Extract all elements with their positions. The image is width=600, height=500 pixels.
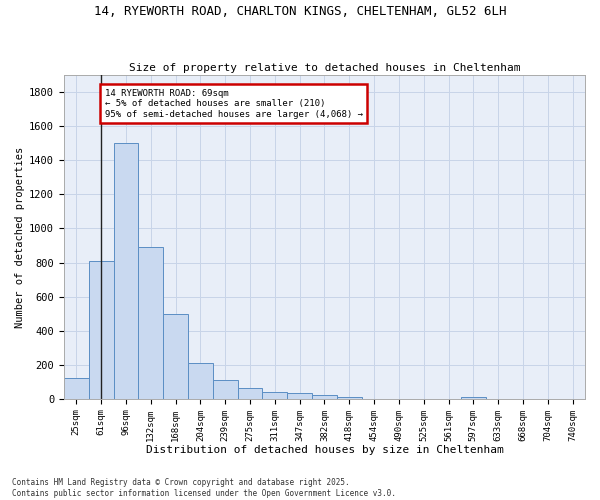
Bar (188, 363, 213, 399)
Bar (213, 380, 238, 399)
X-axis label: Distribution of detached houses by size in Cheltenham: Distribution of detached houses by size … (146, 445, 503, 455)
Bar (64, 378, 89, 399)
Title: Size of property relative to detached houses in Cheltenham: Size of property relative to detached ho… (128, 63, 520, 73)
Bar (163, 314, 188, 399)
Bar (238, 388, 262, 399)
Bar (461, 397, 486, 399)
Bar (262, 392, 287, 399)
Bar (337, 397, 362, 399)
Bar (113, 144, 139, 399)
Text: 14 RYEWORTH ROAD: 69sqm
← 5% of detached houses are smaller (210)
95% of semi-de: 14 RYEWORTH ROAD: 69sqm ← 5% of detached… (105, 89, 363, 118)
Bar (89, 261, 113, 399)
Text: Contains HM Land Registry data © Crown copyright and database right 2025.
Contai: Contains HM Land Registry data © Crown c… (12, 478, 396, 498)
Bar (312, 394, 337, 399)
Y-axis label: Number of detached properties: Number of detached properties (15, 146, 25, 328)
Text: 14, RYEWORTH ROAD, CHARLTON KINGS, CHELTENHAM, GL52 6LH: 14, RYEWORTH ROAD, CHARLTON KINGS, CHELT… (94, 5, 506, 18)
Bar (139, 247, 163, 399)
Bar (287, 394, 312, 399)
